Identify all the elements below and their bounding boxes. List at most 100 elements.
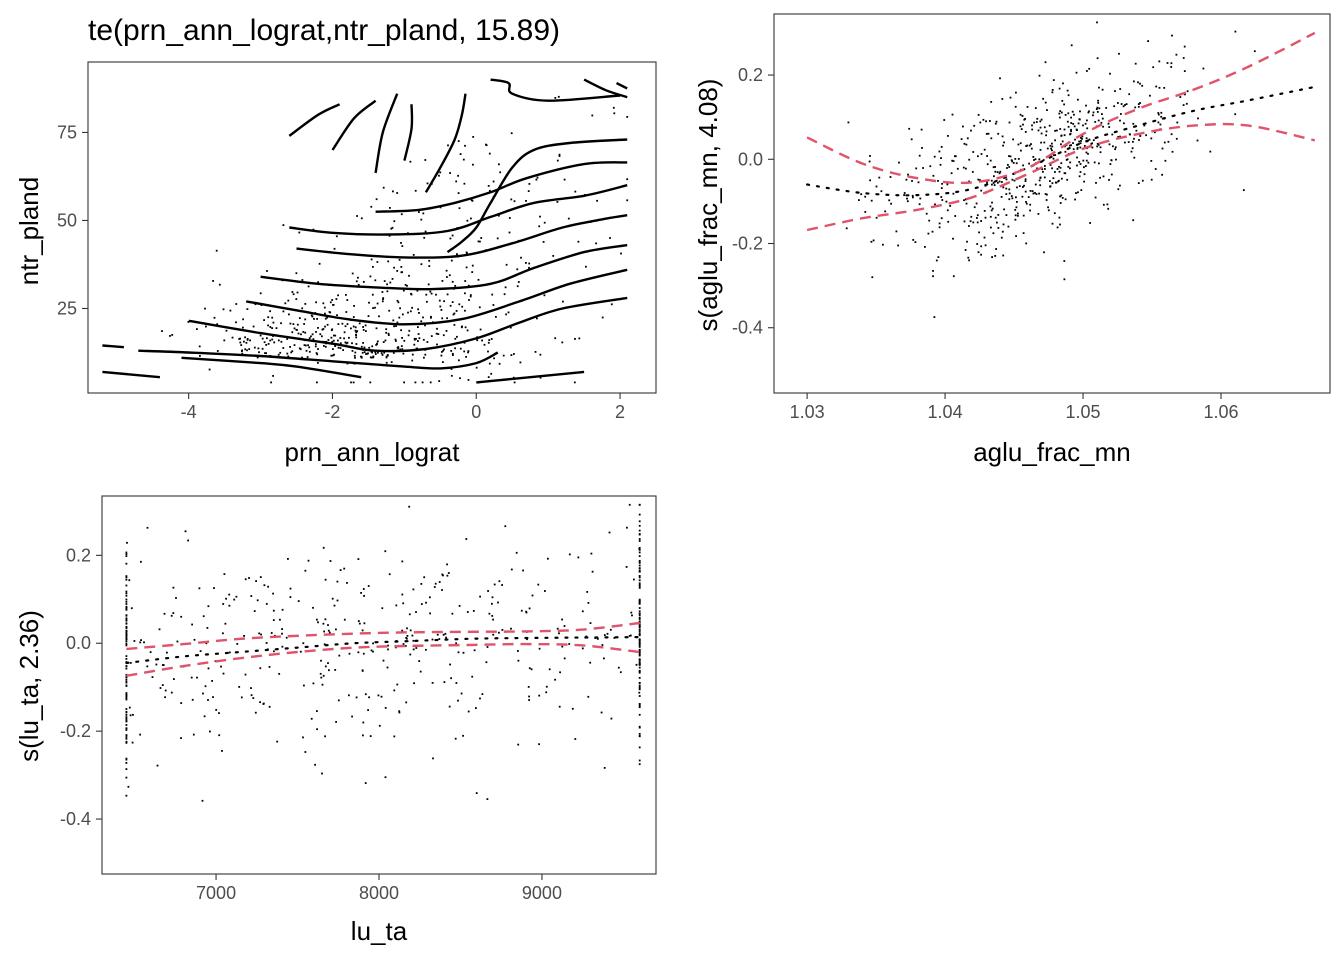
data-point [464, 280, 467, 282]
partial-residual-point [1015, 162, 1018, 165]
partial-residual-point [450, 677, 452, 680]
partial-residual-point [601, 644, 604, 646]
partial-residual-point [1046, 193, 1048, 196]
data-point [395, 340, 397, 342]
data-point [352, 316, 355, 318]
partial-residual-point [442, 574, 444, 577]
partial-residual-point [224, 622, 227, 625]
partial-residual-point [638, 610, 641, 613]
partial-residual-point [1124, 141, 1126, 144]
partial-residual-point [451, 612, 454, 615]
partial-residual-point [990, 137, 993, 140]
aglu-frac-panel-y-tick-label: -0.2 [732, 234, 763, 254]
partial-residual-point [1085, 151, 1088, 154]
partial-residual-point [638, 634, 641, 637]
partial-residual-point [475, 792, 478, 794]
partial-residual-point [314, 763, 316, 766]
partial-residual-point [190, 676, 193, 679]
data-point [370, 258, 373, 261]
data-point [204, 307, 206, 310]
partial-residual-point [449, 663, 451, 666]
partial-residual-point [228, 604, 231, 607]
partial-residual-point [125, 727, 128, 730]
partial-residual-point [1058, 170, 1061, 173]
data-point [280, 340, 283, 343]
partial-residual-point [638, 569, 641, 572]
partial-residual-point [419, 670, 422, 673]
partial-residual-point [1097, 119, 1100, 122]
partial-residual-point [372, 650, 374, 653]
data-point [407, 334, 410, 337]
partial-residual-point [1076, 148, 1079, 150]
partial-residual-point [1157, 121, 1160, 124]
partial-residual-point [125, 737, 128, 740]
partial-residual-point [1031, 128, 1034, 131]
partial-residual-point [1035, 121, 1038, 123]
partial-residual-point [1133, 156, 1136, 159]
partial-residual-point [1070, 130, 1072, 133]
partial-residual-point [320, 676, 323, 679]
data-point [287, 299, 290, 302]
partial-residual-point [1017, 212, 1019, 215]
partial-residual-point [1022, 164, 1024, 167]
partial-residual-point [638, 564, 641, 567]
partial-residual-point [1014, 105, 1017, 108]
partial-residual-point [941, 182, 943, 185]
data-point [317, 281, 319, 284]
partial-residual-point [125, 794, 128, 797]
partial-residual-point [1150, 137, 1153, 140]
partial-residual-point [434, 582, 437, 585]
partial-residual-point [412, 588, 415, 591]
data-point [517, 281, 520, 283]
data-point [475, 366, 478, 369]
partial-residual-point [1095, 108, 1098, 110]
partial-residual-point [1010, 195, 1013, 197]
partial-residual-point [982, 118, 985, 121]
data-point [459, 153, 462, 155]
partial-residual-point [996, 181, 999, 184]
partial-residual-point [638, 629, 641, 631]
partial-residual-point [125, 658, 128, 660]
partial-residual-point [125, 714, 128, 716]
partial-residual-point [1061, 100, 1064, 102]
partial-residual-point [1016, 201, 1018, 203]
data-point [411, 353, 414, 356]
partial-residual-point [1014, 218, 1017, 221]
data-point [480, 237, 483, 239]
partial-residual-point [281, 628, 283, 630]
partial-residual-point [1109, 72, 1111, 75]
partial-residual-point [1044, 168, 1046, 170]
partial-residual-point [202, 692, 204, 695]
partial-residual-point [1067, 165, 1070, 168]
data-point [355, 280, 358, 283]
partial-residual-point [983, 236, 986, 239]
data-point [418, 211, 420, 213]
aglu-frac-panel-points [845, 21, 1256, 318]
partial-residual-point [128, 579, 131, 582]
partial-residual-point [1097, 102, 1100, 104]
data-point [357, 283, 360, 286]
partial-residual-point [970, 215, 973, 218]
partial-residual-point [1014, 158, 1017, 160]
partial-residual-point [932, 270, 934, 272]
partial-residual-point [180, 737, 182, 739]
partial-residual-point [1028, 162, 1030, 165]
partial-residual-point [1061, 197, 1064, 199]
partial-residual-point [125, 717, 128, 720]
data-point [449, 237, 452, 240]
partial-residual-point [1138, 139, 1140, 141]
partial-residual-point [155, 663, 158, 666]
data-point [421, 381, 424, 384]
data-point [308, 346, 311, 349]
data-point [472, 163, 474, 166]
partial-residual-point [990, 209, 993, 212]
partial-residual-point [1001, 135, 1004, 138]
data-point [479, 328, 482, 331]
partial-residual-point [327, 662, 329, 664]
partial-residual-point [617, 666, 620, 669]
data-point [489, 189, 491, 192]
partial-residual-point [1077, 122, 1080, 125]
data-point [368, 301, 370, 304]
partial-residual-point [238, 686, 241, 688]
data-point [273, 341, 276, 344]
